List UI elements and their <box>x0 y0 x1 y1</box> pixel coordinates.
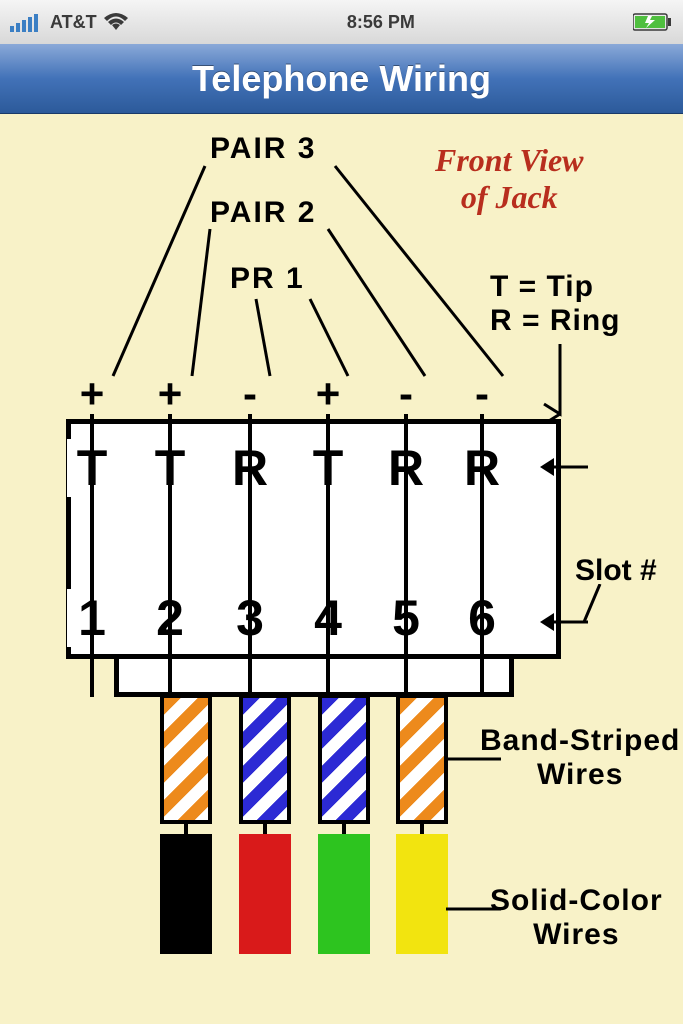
pin-line <box>248 414 252 697</box>
striped-wire <box>396 694 448 824</box>
solid-wire <box>318 834 370 954</box>
pin-line <box>480 414 484 697</box>
solid-wire <box>239 834 291 954</box>
signal-icon <box>10 12 44 32</box>
status-bar: AT&T 8:56 PM <box>0 0 683 44</box>
pin-line <box>326 414 330 697</box>
solid-color-line1: Solid-Color <box>490 884 663 918</box>
polarity-symbol: + <box>72 370 112 418</box>
polarity-symbol: + <box>308 370 348 418</box>
polarity-symbol: + <box>150 370 190 418</box>
solid-wire <box>160 834 212 954</box>
battery-icon <box>633 13 673 31</box>
polarity-symbol: - <box>230 370 270 418</box>
band-striped-line2: Wires <box>480 758 680 792</box>
striped-wire <box>318 694 370 824</box>
carrier-label: AT&T <box>50 12 97 33</box>
polarity-symbol: - <box>462 370 502 418</box>
slot-legend-line <box>580 584 610 624</box>
solid-color-line2: Wires <box>490 918 663 952</box>
wifi-icon <box>103 12 129 32</box>
wire-link-line <box>342 824 346 834</box>
pins-arrow-icon <box>540 449 590 489</box>
pin-line <box>168 414 172 697</box>
slot-legend: Slot # <box>575 554 657 588</box>
nav-bar: Telephone Wiring <box>0 44 683 114</box>
wire-link-line <box>263 824 267 834</box>
jack-nub <box>114 659 514 697</box>
striped-wire <box>239 694 291 824</box>
page-title: Telephone Wiring <box>192 58 491 100</box>
solid-wire <box>396 834 448 954</box>
solid-color-label: Solid-Color Wires <box>490 884 663 952</box>
clock-label: 8:56 PM <box>347 12 415 33</box>
diagram-content: PAIR 3 PAIR 2 PR 1 Front View of Jack T … <box>0 114 683 1024</box>
pin-line <box>404 414 408 697</box>
band-striped-label: Band-Striped Wires <box>480 724 680 792</box>
status-left-group: AT&T <box>10 12 129 33</box>
pin-line <box>90 414 94 697</box>
wire-link-line <box>184 824 188 834</box>
polarity-symbol: - <box>386 370 426 418</box>
wire-link-line <box>420 824 424 834</box>
striped-wire <box>160 694 212 824</box>
band-striped-line1: Band-Striped <box>480 724 680 758</box>
